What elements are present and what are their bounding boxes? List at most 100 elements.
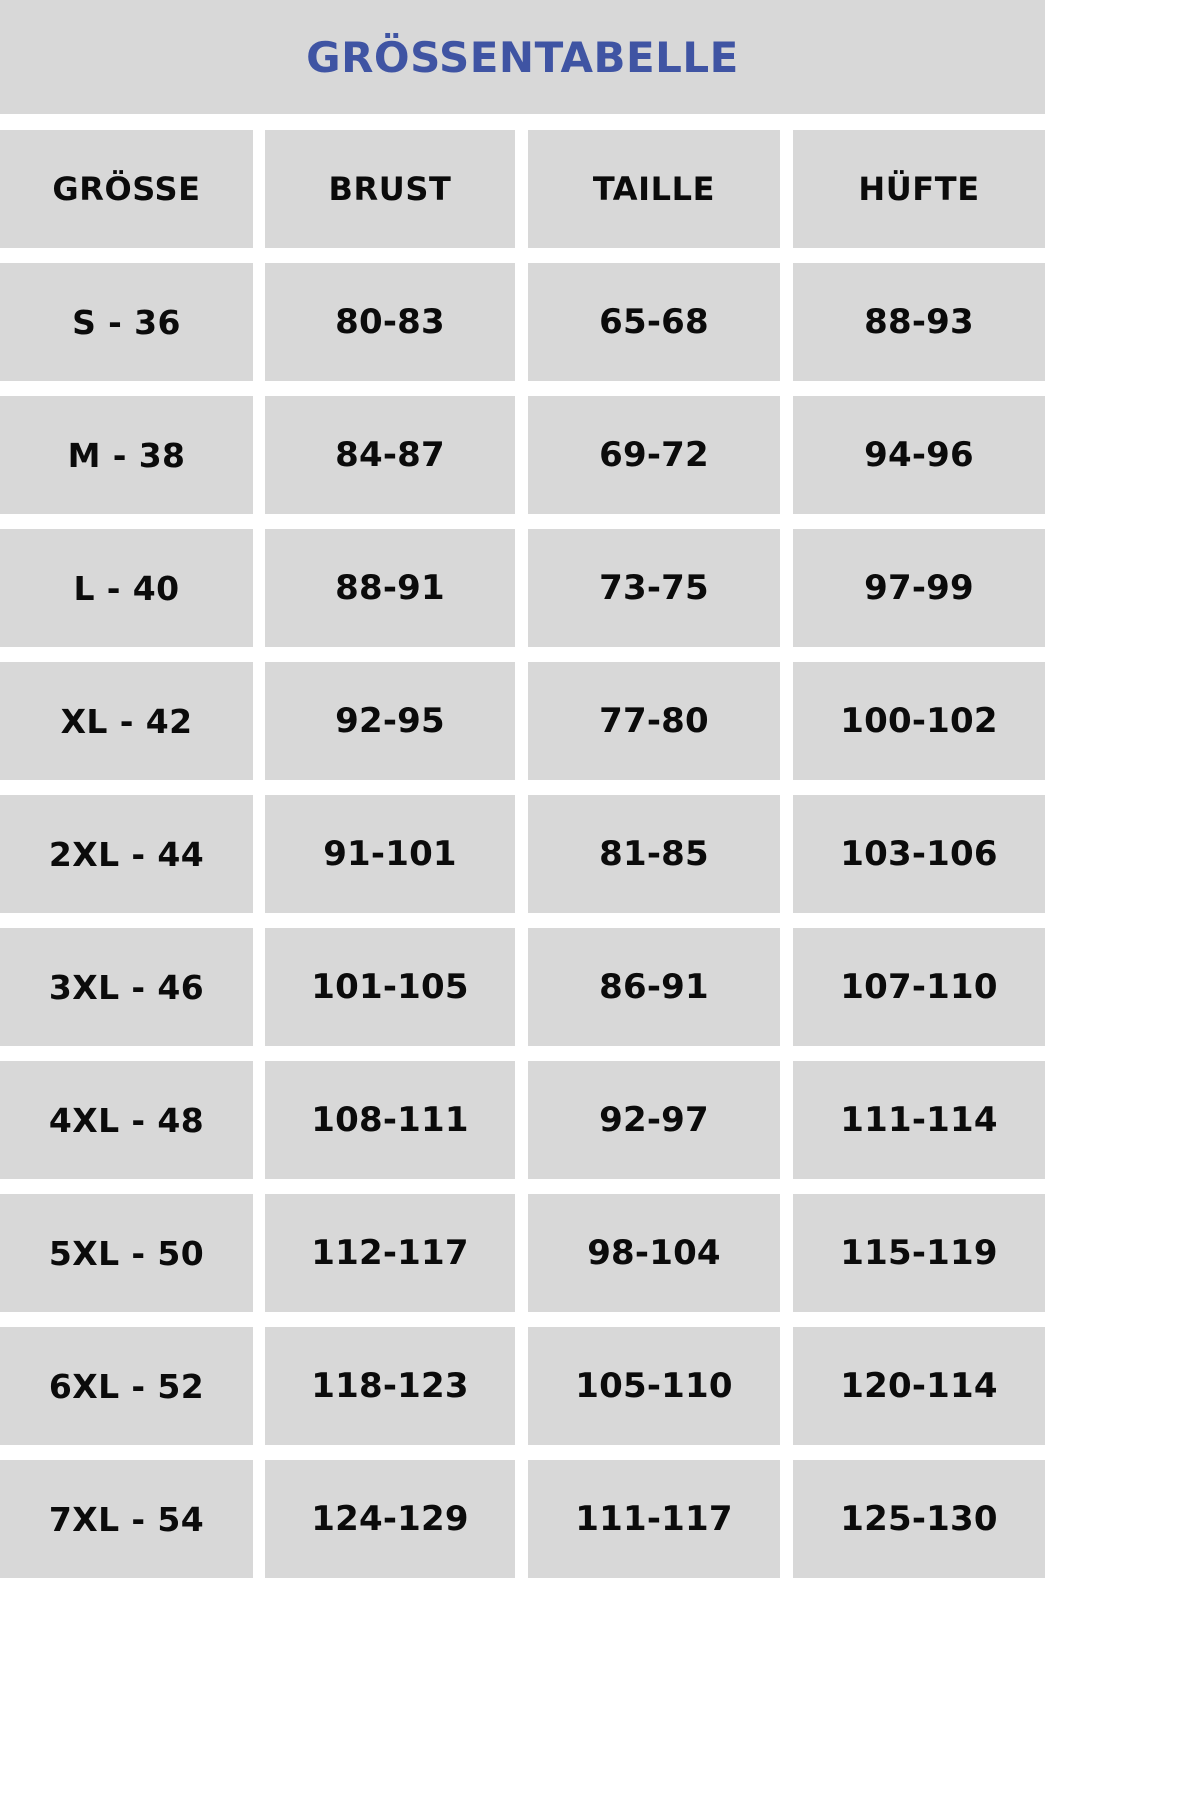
- size-cell: 7XL - 54: [0, 1460, 253, 1578]
- huefte-cell: 103-106: [793, 795, 1045, 913]
- brust-cell: 101-105: [265, 928, 515, 1046]
- taille-cell: 73-75: [528, 529, 780, 647]
- size-cell: 2XL - 44: [0, 795, 253, 913]
- taille-value: 111-117: [575, 1499, 733, 1539]
- taille-value: 73-75: [599, 568, 709, 608]
- table-row: 7XL - 54 124-129 111-117 125-130: [0, 1460, 1045, 1593]
- huefte-cell: 125-130: [793, 1460, 1045, 1578]
- size-label: 5XL - 50: [48, 1233, 205, 1273]
- table-row: S - 36 80-83 65-68 88-93: [0, 263, 1045, 396]
- huefte-value: 120-114: [840, 1366, 998, 1406]
- column-header-groesse: GRÖSSE: [0, 130, 253, 248]
- huefte-value: 107-110: [840, 967, 998, 1007]
- size-label: 3XL - 46: [48, 967, 205, 1007]
- huefte-value: 94-96: [864, 435, 974, 475]
- huefte-cell: 88-93: [793, 263, 1045, 381]
- table-header-row: GRÖSSE BRUST TAILLE HÜFTE: [0, 130, 1045, 263]
- table-row: XL - 42 92-95 77-80 100-102: [0, 662, 1045, 795]
- column-header-huefte: HÜFTE: [793, 130, 1045, 248]
- taille-cell: 86-91: [528, 928, 780, 1046]
- size-label: 6XL - 52: [48, 1366, 205, 1406]
- taille-cell: 98-104: [528, 1194, 780, 1312]
- huefte-value: 103-106: [840, 834, 998, 874]
- huefte-value: 88-93: [864, 302, 974, 342]
- page-title: GRÖSSENTABELLE: [306, 32, 739, 82]
- taille-cell: 92-97: [528, 1061, 780, 1179]
- table-row: L - 40 88-91 73-75 97-99: [0, 529, 1045, 662]
- size-label: 4XL - 48: [48, 1100, 205, 1140]
- taille-cell: 77-80: [528, 662, 780, 780]
- brust-value: 92-95: [335, 701, 445, 741]
- size-cell: 5XL - 50: [0, 1194, 253, 1312]
- brust-cell: 124-129: [265, 1460, 515, 1578]
- table-row: 3XL - 46 101-105 86-91 107-110: [0, 928, 1045, 1061]
- taille-value: 81-85: [599, 834, 709, 874]
- huefte-cell: 120-114: [793, 1327, 1045, 1445]
- taille-value: 98-104: [587, 1233, 721, 1273]
- size-cell: M - 38: [0, 396, 253, 514]
- brust-cell: 112-117: [265, 1194, 515, 1312]
- taille-value: 69-72: [599, 435, 709, 475]
- column-header-taille: TAILLE: [528, 130, 780, 248]
- taille-value: 86-91: [599, 967, 709, 1007]
- huefte-value: 115-119: [840, 1233, 998, 1273]
- huefte-cell: 94-96: [793, 396, 1045, 514]
- taille-cell: 65-68: [528, 263, 780, 381]
- column-header-label: TAILLE: [592, 170, 716, 208]
- column-header-label: BRUST: [328, 170, 452, 208]
- taille-value: 105-110: [575, 1366, 733, 1406]
- size-cell: L - 40: [0, 529, 253, 647]
- huefte-value: 97-99: [864, 568, 974, 608]
- table-row: 2XL - 44 91-101 81-85 103-106: [0, 795, 1045, 928]
- brust-cell: 118-123: [265, 1327, 515, 1445]
- column-header-brust: BRUST: [265, 130, 515, 248]
- column-header-label: HÜFTE: [858, 170, 980, 208]
- taille-value: 77-80: [599, 701, 709, 741]
- taille-cell: 81-85: [528, 795, 780, 913]
- size-label: S - 36: [72, 302, 181, 342]
- huefte-value: 100-102: [840, 701, 998, 741]
- brust-cell: 84-87: [265, 396, 515, 514]
- huefte-cell: 111-114: [793, 1061, 1045, 1179]
- taille-cell: 69-72: [528, 396, 780, 514]
- brust-cell: 88-91: [265, 529, 515, 647]
- table-row: 5XL - 50 112-117 98-104 115-119: [0, 1194, 1045, 1327]
- brust-cell: 108-111: [265, 1061, 515, 1179]
- size-cell: 6XL - 52: [0, 1327, 253, 1445]
- column-header-label: GRÖSSE: [52, 170, 201, 208]
- table-row: M - 38 84-87 69-72 94-96: [0, 396, 1045, 529]
- brust-value: 108-111: [311, 1100, 469, 1140]
- huefte-cell: 97-99: [793, 529, 1045, 647]
- taille-cell: 105-110: [528, 1327, 780, 1445]
- huefte-value: 125-130: [840, 1499, 998, 1539]
- brust-cell: 92-95: [265, 662, 515, 780]
- brust-cell: 80-83: [265, 263, 515, 381]
- brust-value: 118-123: [311, 1366, 469, 1406]
- size-label: 2XL - 44: [48, 834, 205, 874]
- taille-value: 65-68: [599, 302, 709, 342]
- size-label: L - 40: [73, 568, 180, 608]
- size-label: XL - 42: [60, 701, 193, 741]
- size-table: GRÖSSE BRUST TAILLE HÜFTE S - 36 80-83 6…: [0, 130, 1045, 1593]
- brust-value: 101-105: [311, 967, 469, 1007]
- size-label: M - 38: [67, 435, 186, 475]
- table-row: 6XL - 52 118-123 105-110 120-114: [0, 1327, 1045, 1460]
- size-cell: 3XL - 46: [0, 928, 253, 1046]
- table-row: 4XL - 48 108-111 92-97 111-114: [0, 1061, 1045, 1194]
- size-cell: 4XL - 48: [0, 1061, 253, 1179]
- brust-value: 112-117: [311, 1233, 469, 1273]
- taille-cell: 111-117: [528, 1460, 780, 1578]
- taille-value: 92-97: [599, 1100, 709, 1140]
- brust-cell: 91-101: [265, 795, 515, 913]
- huefte-cell: 107-110: [793, 928, 1045, 1046]
- size-cell: XL - 42: [0, 662, 253, 780]
- brust-value: 91-101: [323, 834, 457, 874]
- brust-value: 88-91: [335, 568, 445, 608]
- huefte-cell: 115-119: [793, 1194, 1045, 1312]
- size-label: 7XL - 54: [48, 1499, 205, 1539]
- huefte-value: 111-114: [840, 1100, 998, 1140]
- size-chart: GRÖSSENTABELLE GRÖSSE BRUST TAILLE HÜFTE…: [0, 0, 1045, 1593]
- title-band: GRÖSSENTABELLE: [0, 0, 1045, 114]
- brust-value: 124-129: [311, 1499, 469, 1539]
- brust-value: 84-87: [335, 435, 445, 475]
